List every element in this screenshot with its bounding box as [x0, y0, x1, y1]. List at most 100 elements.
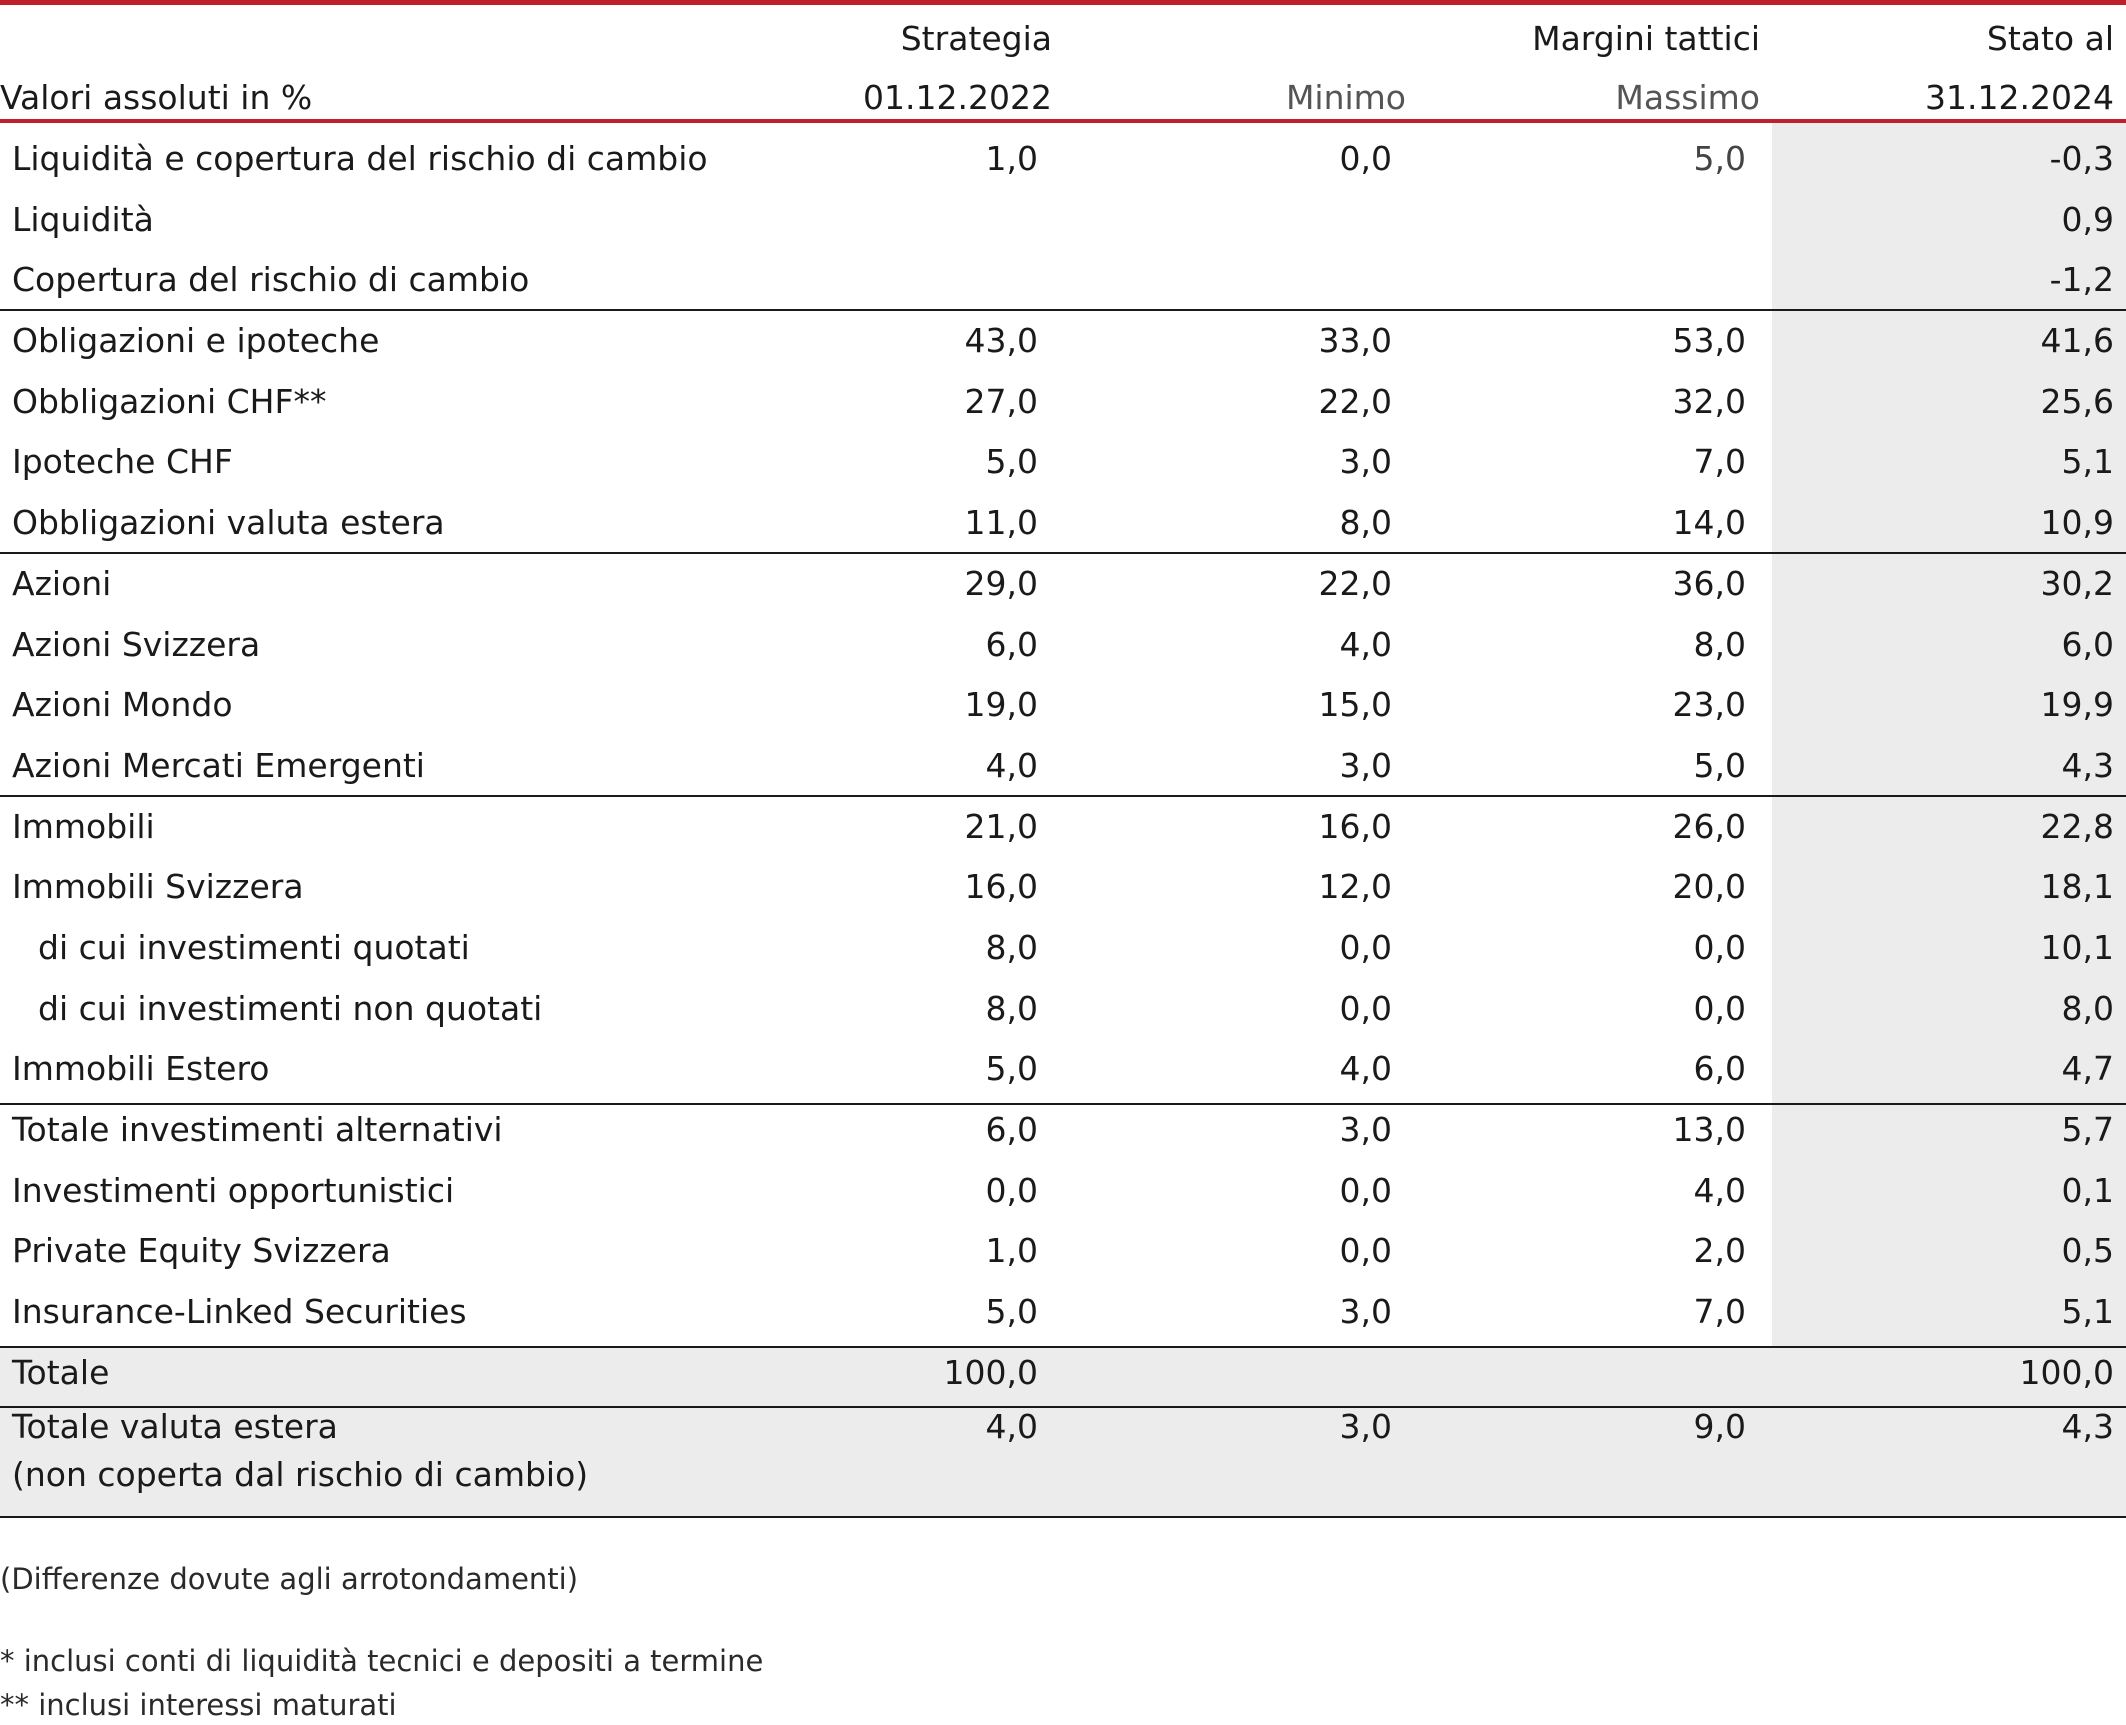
table-bottom-rule: [0, 1516, 2126, 1518]
cell-strategy: [812, 190, 1052, 251]
row-label: Immobili: [12, 806, 155, 846]
header-label-column: Valori assoluti in %: [0, 78, 313, 117]
cell-max: 32,0: [1672, 381, 1746, 421]
cell-strategy: 5,0: [985, 442, 1038, 482]
cell-strategy: 16,0: [964, 867, 1038, 907]
cell-max: 7,0: [1693, 1292, 1746, 1332]
row-label: Obbligazioni valuta estera: [12, 503, 445, 543]
cell-status: 5,1: [2061, 1292, 2114, 1332]
cell-min: 22,0: [1318, 381, 1392, 421]
cell-min: [1052, 1343, 1406, 1404]
cell-max: 36,0: [1672, 563, 1746, 603]
cell-status: 10,9: [2040, 503, 2114, 543]
foreign-currency-row: Totale valuta estera (non coperta dal ri…: [0, 1403, 2126, 1511]
cell-min: 8,0: [1339, 503, 1392, 543]
group-divider: [0, 309, 2126, 311]
header-strategy-date: 01.12.2022: [863, 78, 1052, 117]
cell-strategy: [812, 250, 1052, 311]
header-row-1: Strategia Margini tattici Stato al: [0, 5, 2126, 73]
cell-min: 4,0: [1339, 624, 1392, 664]
row-label: Azioni Mondo: [12, 685, 233, 725]
table-row: Ipoteche CHF 5,0 3,0 7,0 5,1: [0, 432, 2126, 493]
cell-max: [1406, 190, 1760, 251]
row-label: Ipoteche CHF: [12, 442, 233, 482]
cell-strategy: 1,0: [985, 1231, 1038, 1271]
cell-max: 23,0: [1672, 685, 1746, 725]
cell-strategy: 43,0: [964, 321, 1038, 361]
row-label: Azioni Svizzera: [12, 624, 261, 664]
cell-min: 0,0: [1339, 988, 1392, 1028]
table-row: Azioni 29,0 22,0 36,0 30,2: [0, 554, 2126, 615]
cell-status: 18,1: [2040, 867, 2114, 907]
cell-min: 15,0: [1318, 685, 1392, 725]
cell-status: 5,1: [2061, 442, 2114, 482]
cell-status: 4,7: [2061, 1049, 2114, 1089]
row-label: Investimenti opportunistici: [12, 1170, 455, 1210]
cell-status: 0,1: [2061, 1170, 2114, 1210]
cell-max: 5,0: [1693, 139, 1746, 178]
cell-status: 4,3: [2061, 1407, 2114, 1447]
row-label: Obligazioni e ipoteche: [12, 321, 380, 361]
table-row: Immobili Svizzera 16,0 12,0 20,0 18,1: [0, 857, 2126, 918]
header-min: Minimo: [1285, 78, 1406, 117]
cell-max: 8,0: [1693, 624, 1746, 664]
cell-strategy: 100,0: [943, 1352, 1038, 1392]
cell-min: 0,0: [1339, 927, 1392, 967]
header-rule: [0, 119, 2126, 123]
cell-max: 26,0: [1672, 806, 1746, 846]
row-label: Azioni: [12, 563, 112, 603]
row-label: Immobili Svizzera: [12, 867, 304, 907]
header-max: Massimo: [1615, 78, 1760, 117]
cell-strategy: 5,0: [985, 1049, 1038, 1089]
top-accent-rule: [0, 0, 2126, 5]
table-row: Immobili 21,0 16,0 26,0 22,8: [0, 797, 2126, 858]
cell-strategy: 8,0: [985, 927, 1038, 967]
table-row: Obbligazioni valuta estera 11,0 8,0 14,0…: [0, 493, 2126, 554]
status-column-shading: [1772, 120, 2126, 1346]
row-label: Azioni Mercati Emergenti: [12, 745, 425, 785]
group-divider: [0, 552, 2126, 554]
cell-strategy: 6,0: [985, 624, 1038, 664]
foreign-currency-row-shading: [0, 1407, 2126, 1517]
cell-min: 16,0: [1318, 806, 1392, 846]
row-label: Totale investimenti alternativi: [12, 1110, 503, 1149]
table-row: Insurance-Linked Securities 5,0 3,0 7,0 …: [0, 1282, 2126, 1343]
cell-strategy: 8,0: [985, 988, 1038, 1028]
row-label: Liquidità e copertura del rischio di cam…: [12, 139, 708, 178]
cell-min: 0,0: [1339, 1231, 1392, 1271]
cell-max: 0,0: [1693, 988, 1746, 1028]
cell-min: 12,0: [1318, 867, 1392, 907]
header-spacer: [1052, 5, 1406, 73]
cell-min: 0,0: [1339, 1170, 1392, 1210]
cell-min: 33,0: [1318, 321, 1392, 361]
row-label: Totale: [12, 1352, 110, 1392]
cell-status: 4,3: [2061, 745, 2114, 785]
cell-status: 0,9: [2061, 199, 2114, 239]
cell-max: 9,0: [1693, 1407, 1746, 1447]
cell-min: [1052, 190, 1406, 251]
cell-max: 0,0: [1693, 927, 1746, 967]
table-row: Immobili Estero 5,0 4,0 6,0 4,7: [0, 1039, 2126, 1100]
header-row-2: Valori assoluti in % 01.12.2022 Minimo M…: [0, 73, 2126, 129]
cell-min: 3,0: [1339, 1407, 1392, 1447]
cell-strategy: 4,0: [985, 745, 1038, 785]
cell-min: 4,0: [1339, 1049, 1392, 1089]
table-row: Private Equity Svizzera 1,0 0,0 2,0 0,5: [0, 1221, 2126, 1282]
cell-status: 25,6: [2040, 381, 2114, 421]
cell-status: 100,0: [2019, 1352, 2114, 1392]
header-status-date: 31.12.2024: [1925, 78, 2114, 117]
total-row-shading: [0, 1346, 2126, 1406]
cell-max: 13,0: [1672, 1110, 1746, 1149]
cell-max: 20,0: [1672, 867, 1746, 907]
table-row: Azioni Mondo 19,0 15,0 23,0 19,9: [0, 675, 2126, 736]
table-row: di cui investimenti non quotati 8,0 0,0 …: [0, 979, 2126, 1040]
cell-min: 3,0: [1339, 745, 1392, 785]
cell-min: [1052, 250, 1406, 311]
cell-max: 4,0: [1693, 1170, 1746, 1210]
total-row: Totale 100,0 100,0: [0, 1343, 2126, 1404]
cell-max: [1406, 1343, 1760, 1404]
table-row: di cui investimenti quotati 8,0 0,0 0,0 …: [0, 918, 2126, 979]
cell-min: 22,0: [1318, 563, 1392, 603]
row-label: Private Equity Svizzera: [12, 1231, 391, 1271]
cell-status: 6,0: [2061, 624, 2114, 664]
